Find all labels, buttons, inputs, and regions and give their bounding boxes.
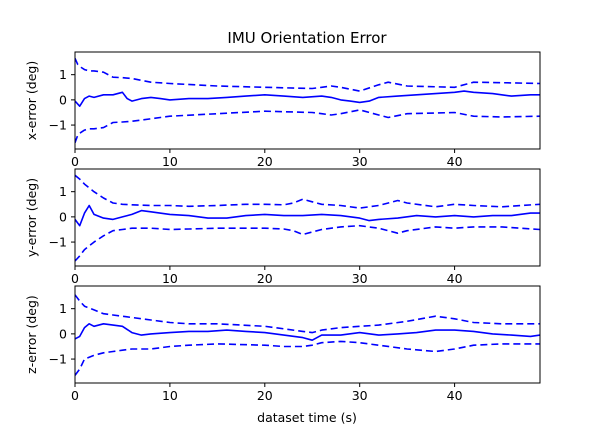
y-tick-label: −1 <box>49 352 67 367</box>
error-series-1 <box>75 323 540 341</box>
y-tick-label: −1 <box>49 118 67 133</box>
plot-frame <box>74 51 541 150</box>
x-tick-label: 0 <box>71 154 79 169</box>
y-axis-label: y-error (deg) <box>24 178 39 257</box>
plot-frame <box>74 285 541 384</box>
subplot-2: 0 10 20 30 40 −1 0 1 y-error (deg) <box>24 168 541 286</box>
bound-series-3 <box>75 340 540 376</box>
x-axis-label: dataset time (s) <box>257 410 357 425</box>
y-tick-label: 1 <box>59 67 67 82</box>
subplot-3: 0 10 20 30 40 −1 0 1 z-error (deg) <box>24 285 541 403</box>
y-tick-label: 1 <box>59 184 67 199</box>
x-tick-label: 20 <box>257 271 273 286</box>
bound-series-2 <box>75 174 540 209</box>
y-axis-label: x-error (deg) <box>24 61 39 140</box>
x-tick-label: 10 <box>162 388 178 403</box>
y-tick-label: 0 <box>59 326 67 341</box>
x-tick-label: 10 <box>162 271 178 286</box>
bound-series-3 <box>75 109 540 143</box>
x-tick-label: 40 <box>447 388 463 403</box>
x-tick-label: 20 <box>257 388 273 403</box>
subplot-1: 0 10 20 30 40 −1 0 1 x-error (deg) <box>24 51 541 169</box>
y-tick-label: 0 <box>59 92 67 107</box>
x-tick-label: 30 <box>352 154 368 169</box>
x-tick-label: 0 <box>71 271 79 286</box>
x-tick-label: 30 <box>352 388 368 403</box>
x-tick-label: 30 <box>352 271 368 286</box>
x-tick-label: 40 <box>447 154 463 169</box>
y-axis-label: z-error (deg) <box>24 295 39 374</box>
y-tick-label: −1 <box>49 235 67 250</box>
x-tick-label: 20 <box>257 154 273 169</box>
y-tick-label: 1 <box>59 301 67 316</box>
chart-title: IMU Orientation Error <box>227 29 387 47</box>
error-series-1 <box>75 204 540 227</box>
x-tick-label: 10 <box>162 154 178 169</box>
x-tick-label: 40 <box>447 271 463 286</box>
x-tick-label: 0 <box>71 388 79 403</box>
y-tick-label: 0 <box>59 209 67 224</box>
error-series-1 <box>75 90 540 107</box>
plot-frame <box>74 168 541 267</box>
bound-series-3 <box>75 224 540 262</box>
bound-series-2 <box>75 294 540 334</box>
